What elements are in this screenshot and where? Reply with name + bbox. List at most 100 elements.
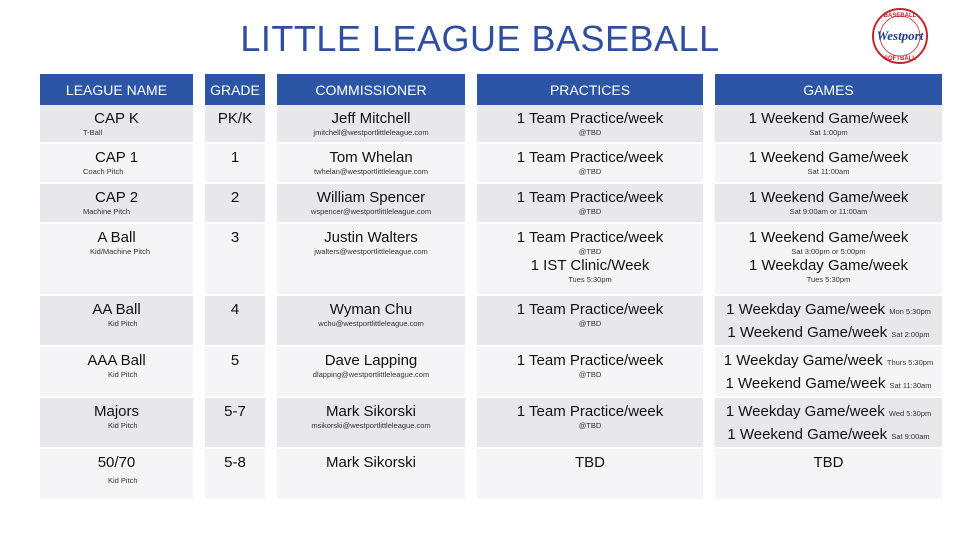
commissioner-name: Mark Sikorski xyxy=(325,454,416,471)
league-name: CAP K xyxy=(94,110,139,127)
weekday-game-time: Thurs 5:30pm xyxy=(886,358,934,367)
league-type: Kid/Machine Pitch xyxy=(90,247,151,256)
commissioner-name: Justin Walters xyxy=(324,229,418,246)
practice-time: @TBD xyxy=(578,167,602,176)
league-type: Kid Pitch xyxy=(108,476,138,485)
table-row: Majors Kid Pitch 5-7 Mark Sikorski msikors… xyxy=(40,398,942,449)
table-row: 50/70 Kid Pitch 5-8 Mark Sikorski TBD TBD xyxy=(40,449,942,501)
logo-text-mid: Westport xyxy=(877,28,924,43)
league-type: Kid Pitch xyxy=(108,370,138,379)
weekday-game: 1 Weekday Game/week Mon 5:30pm xyxy=(715,296,942,321)
weekend-game-time: Sat 2:00pm xyxy=(891,330,930,339)
league-name: CAP 1 xyxy=(94,149,139,166)
weekend-game-schedule: 1 Weekend Game/week xyxy=(727,426,888,443)
commissioner-name: Jeff Mitchell xyxy=(331,110,411,127)
weekend-game-schedule: 1 Weekend Game/week xyxy=(725,375,886,392)
game-time: Sat 9:00am or 11:00am xyxy=(789,207,868,216)
practice-schedule: TBD xyxy=(575,454,605,471)
practice-time: @TBD xyxy=(578,421,602,430)
header-games: GAMES xyxy=(715,74,942,105)
logo-text-bottom: SOFTBALL xyxy=(884,56,916,62)
league-type: T-Ball xyxy=(83,128,103,137)
game-time: Sat 11:00am xyxy=(807,167,850,176)
weekend-game: 1 Weekend Game/week Sat 9:00am xyxy=(715,426,942,446)
practice-schedule: 1 Team Practice/week xyxy=(516,149,664,166)
table-row: AAA Ball Kid Pitch 5 Dave Lapping dlapping… xyxy=(40,347,942,398)
weekday-game: 1 Weekday Game/week Wed 5:30pm xyxy=(715,398,942,423)
game-time: Sat 1:00pm xyxy=(809,128,848,137)
header-practices: PRACTICES xyxy=(477,74,715,105)
header-grade: GRADE xyxy=(205,74,277,105)
commissioner-name: William Spencer xyxy=(316,189,426,206)
league-name: A Ball xyxy=(97,229,136,246)
grade: 2 xyxy=(230,189,240,206)
grade: PK/K xyxy=(217,110,253,127)
league-table: LEAGUE NAME GRADE COMMISSIONER PRACTICES… xyxy=(40,74,942,501)
commissioner-email[interactable]: jwalters@westportlittleleague.com xyxy=(314,247,428,256)
weekend-game-schedule: 1 Weekend Game/week xyxy=(727,324,888,341)
header-commissioner: COMMISSIONER xyxy=(277,74,477,105)
grade: 5-7 xyxy=(224,403,246,420)
game-schedule: 1 Weekend Game/week xyxy=(748,189,909,206)
league-type: Machine Pitch xyxy=(83,207,131,216)
commissioner-email[interactable]: dlapping@westportlittleleague.com xyxy=(312,370,430,379)
header-row: LEAGUE NAME GRADE COMMISSIONER PRACTICES… xyxy=(40,74,942,105)
weekday-game-time: Tues 5:30pm xyxy=(806,275,851,284)
practice-time: @TBD xyxy=(578,319,602,328)
grade: 5 xyxy=(230,352,240,369)
table-row: CAP 2 Machine Pitch 2 William Spencer wspe… xyxy=(40,184,942,224)
table-row: CAP K T-Ball PK/K Jeff Mitchell jmitchell@… xyxy=(40,105,942,144)
weekday-game-schedule: 1 Weekday Game/week xyxy=(723,352,883,369)
league-name: CAP 2 xyxy=(94,189,139,206)
practice-time: @TBD xyxy=(578,247,602,256)
commissioner-name: Wyman Chu xyxy=(329,301,413,318)
weekday-game-schedule: 1 Weekday Game/week xyxy=(726,301,886,318)
grade: 3 xyxy=(230,229,240,246)
commissioner-email[interactable]: wspencer@westportlittleleague.com xyxy=(310,207,432,216)
commissioner-name: Mark Sikorski xyxy=(325,403,416,420)
league-type: Coach Pitch xyxy=(83,167,124,176)
logo-text-top: BASEBALL xyxy=(884,13,917,19)
league-name: 50/70 xyxy=(97,454,136,471)
practice-time: @TBD xyxy=(578,128,602,137)
weekend-game-time: Sat 9:00am xyxy=(891,432,930,441)
grade: 4 xyxy=(230,301,240,318)
league-name: AAA Ball xyxy=(87,352,146,369)
weekday-game-schedule: 1 Weekday Game/week xyxy=(749,257,908,274)
table-row: A Ball Kid/Machine Pitch 3 Justin Walters… xyxy=(40,224,942,296)
practice-schedule: 1 Team Practice/week xyxy=(516,110,664,127)
weekend-game: 1 Weekend Game/week Sat 2:00pm xyxy=(715,324,942,344)
game-schedule: 1 Weekend Game/week xyxy=(748,149,909,166)
commissioner-email[interactable]: twhelan@westportlittleleague.com xyxy=(314,167,428,176)
practice-time: @TBD xyxy=(578,207,602,216)
league-name: AA Ball xyxy=(92,301,141,318)
weekday-game: 1 Weekday Game/week Thurs 5:30pm xyxy=(715,347,942,372)
practice-schedule: 1 Team Practice/week xyxy=(516,229,664,246)
practice-schedule: 1 Team Practice/week xyxy=(516,189,664,206)
commissioner-name: Dave Lapping xyxy=(324,352,418,369)
commissioner-name: Tom Whelan xyxy=(329,149,413,166)
league-logo: BASEBALL Westport SOFTBALL xyxy=(872,8,928,64)
practice-schedule: 1 Team Practice/week xyxy=(516,403,664,420)
clinic-schedule: 1 IST Clinic/Week xyxy=(530,257,650,274)
commissioner-email[interactable]: jmitchell@westportlittleleague.com xyxy=(313,128,429,137)
commissioner-email[interactable]: wchu@westportlittleleague.com xyxy=(318,319,424,328)
table-row: AA Ball Kid Pitch 4 Wyman Chu wchu@westpor… xyxy=(40,296,942,347)
game-schedule: TBD xyxy=(813,454,844,471)
practice-schedule: 1 Team Practice/week xyxy=(516,301,664,318)
header-league-name: LEAGUE NAME xyxy=(40,74,205,105)
practice-time: @TBD xyxy=(578,370,602,379)
weekday-game-time: Wed 5:30pm xyxy=(888,409,932,418)
game-time: Sat 3:00pm or 5:00pm xyxy=(791,247,866,256)
table-row: CAP 1 Coach Pitch 1 Tom Whelan twhelan@wes… xyxy=(40,144,942,184)
commissioner-email[interactable]: msikorski@westportlittleleague.com xyxy=(311,421,431,430)
weekend-game-time: Sat 11:30am xyxy=(889,381,932,390)
weekday-game-schedule: 1 Weekday Game/week xyxy=(725,403,885,420)
grade: 1 xyxy=(230,149,240,166)
grade: 5-8 xyxy=(224,454,246,471)
practice-schedule: 1 Team Practice/week xyxy=(516,352,664,369)
game-schedule: 1 Weekend Game/week xyxy=(748,110,909,127)
league-name: Majors xyxy=(93,403,139,420)
weekday-game-time: Mon 5:30pm xyxy=(889,307,931,316)
league-type: Kid Pitch xyxy=(108,421,138,430)
